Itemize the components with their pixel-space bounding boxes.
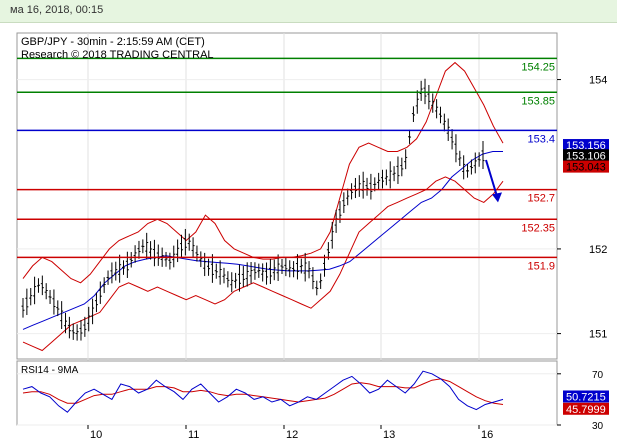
rsi-tag-label: 45.7999 — [566, 404, 606, 416]
lower-band-line — [22, 176, 504, 352]
price-tick-label: 151 — [589, 329, 607, 341]
price-tag-box — [563, 149, 609, 162]
chart-subtitle: Research © 2018 TRADING CENTRAL — [21, 49, 214, 61]
rsi-tag-box — [563, 402, 609, 415]
arrow-head — [492, 192, 502, 203]
level-label: 151.9 — [527, 260, 555, 272]
rsi-tag-box — [563, 390, 609, 403]
rsi-title: RSI14 - 9MA — [21, 365, 79, 376]
level-label: 153.85 — [521, 95, 555, 107]
forecast-arrow — [485, 159, 502, 203]
rsi-panel — [16, 360, 558, 426]
x-tick-label: 16 — [481, 429, 493, 441]
arrow-shaft — [485, 159, 498, 197]
rsi-tag-label: 50.7215 — [566, 391, 606, 403]
price-tag-label: 153.156 — [566, 140, 606, 152]
price-tag-box — [563, 160, 609, 173]
support-resistance-levels: 154.25 153.85 153.4 152.7 152.35 151.9 — [17, 57, 557, 272]
rsi-grid — [17, 373, 557, 426]
price-panel — [16, 32, 558, 360]
level-label: 154.25 — [521, 61, 555, 73]
price-tag-box — [563, 139, 609, 152]
x-tick-label: 12 — [286, 429, 298, 441]
chart-header-bar: ма 16, 2018, 00:15 — [0, 0, 617, 23]
x-tick-label: 11 — [188, 429, 199, 441]
price-tag-label: 153.106 — [566, 150, 606, 162]
chart-canvas: 154.25 153.85 153.4 152.7 152.35 151.9 GBP/JP… — [16, 32, 609, 441]
level-label: 153.4 — [527, 133, 555, 145]
rsi-line — [22, 370, 504, 413]
rsi-tick-label: 70 — [592, 370, 604, 381]
level-label: 152.35 — [521, 222, 555, 234]
price-grid — [17, 33, 557, 425]
price-axis: 151 152 154 — [557, 75, 607, 341]
level-label: 152.7 — [527, 193, 555, 205]
price-tick-label: 154 — [589, 75, 607, 87]
x-tick-label: 10 — [90, 429, 102, 441]
chart-title: GBP/JPY - 30min - 2:15:59 AM (CET) — [21, 36, 205, 48]
price-tag-label: 153.043 — [566, 162, 606, 174]
header-date: ма 16, 2018, 00:15 — [10, 4, 104, 16]
price-tick-label: 152 — [589, 244, 607, 256]
rsi-tick-label: 30 — [592, 421, 604, 432]
x-axis: 10 11 12 13 16 — [87, 425, 493, 441]
rsi-lines — [22, 370, 504, 413]
rsi-axis: 30 70 — [557, 370, 604, 432]
x-tick-label: 13 — [383, 429, 395, 441]
